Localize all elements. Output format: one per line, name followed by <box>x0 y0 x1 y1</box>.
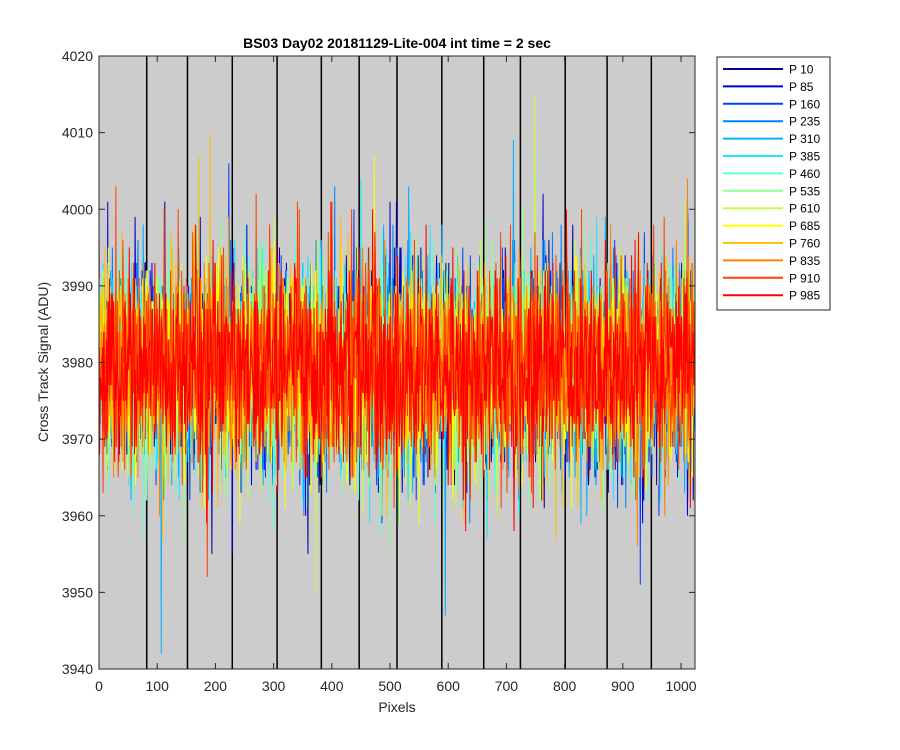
legend-label: P 685 <box>789 219 820 233</box>
y-tick-label: 3950 <box>62 584 93 600</box>
x-axis-label: Pixels <box>378 699 415 715</box>
legend-label: P 235 <box>789 115 820 129</box>
x-tick-label: 0 <box>95 678 103 694</box>
x-tick-label: 1000 <box>665 678 696 694</box>
x-tick-label: 700 <box>495 678 519 694</box>
series-lines <box>98 94 695 654</box>
legend-label: P 835 <box>789 254 820 268</box>
x-tick-label: 200 <box>204 678 228 694</box>
legend-box <box>716 56 831 311</box>
y-tick-label: 3990 <box>62 278 93 294</box>
y-tick-label: 4020 <box>62 48 93 64</box>
chart-title: BS03 Day02 20181129-Lite-004 int time = … <box>243 35 551 51</box>
y-tick-label: 3940 <box>62 661 93 677</box>
x-tick-label: 100 <box>146 678 170 694</box>
x-tick-label: 500 <box>378 678 402 694</box>
x-tick-label: 900 <box>611 678 635 694</box>
legend-label: P 985 <box>789 289 820 303</box>
legend-label: P 160 <box>789 97 820 111</box>
x-tick-label: 300 <box>262 678 286 694</box>
legend-label: P 910 <box>789 271 820 285</box>
y-tick-label: 3980 <box>62 355 93 371</box>
legend-label: P 10 <box>789 63 814 77</box>
y-tick-label: 4000 <box>62 201 93 217</box>
legend-label: P 535 <box>789 184 820 198</box>
x-tick-label: 400 <box>320 678 344 694</box>
legend-label: P 610 <box>789 202 820 216</box>
x-tick-label: 800 <box>553 678 577 694</box>
x-tick-label: 600 <box>437 678 461 694</box>
y-tick-label: 4010 <box>62 125 93 141</box>
legend-label: P 760 <box>789 237 820 251</box>
legend-label: P 460 <box>789 167 820 181</box>
y-axis-label: Cross Track Signal (ADU) <box>35 282 51 442</box>
y-tick-label: 3970 <box>62 431 93 447</box>
legend-label: P 310 <box>789 132 820 146</box>
legend-label: P 85 <box>789 80 814 94</box>
axis-tick-labels: 0 100 200 300 400 500 600 700 800 900 1000 3940 3950… <box>62 48 697 694</box>
axis-ticks <box>98 55 695 670</box>
y-tick-label: 3960 <box>62 508 93 524</box>
legend-label: P 385 <box>789 150 820 164</box>
series-line <box>98 201 695 532</box>
legend: P 10 P 85 P 160 P 235 P 310 P 385 P 460 P 535 P … <box>716 56 831 311</box>
